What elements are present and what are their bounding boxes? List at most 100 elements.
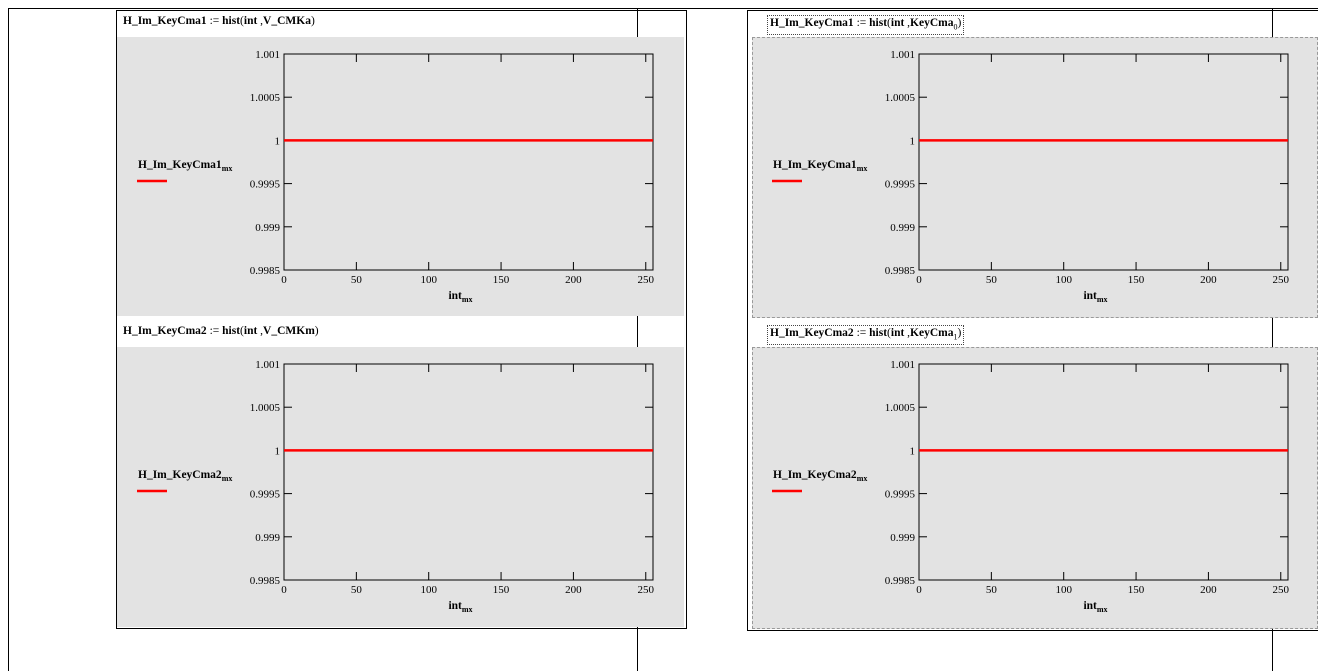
equation-open-paren: ( bbox=[240, 15, 244, 27]
x-axis-label: intmx bbox=[1083, 290, 1107, 304]
x-tick-label: 200 bbox=[565, 584, 582, 596]
x-tick-label: 150 bbox=[1128, 274, 1145, 286]
equation-close-paren: ) bbox=[957, 327, 962, 339]
equation-operator: := bbox=[206, 15, 223, 27]
plot-frame bbox=[918, 363, 1289, 581]
line-plot[interactable]: 0.9985 0.999 0.9995 1 1.0005 1.001 0 50 100 150 20… bbox=[117, 37, 684, 316]
x-tick-label: 250 bbox=[638, 274, 655, 286]
x-axis-label: intmx bbox=[448, 290, 472, 304]
equation-arg: KeyCma bbox=[910, 327, 954, 339]
x-tick-label: 150 bbox=[493, 274, 510, 286]
equation-lhs: H_Im_KeyCma2 bbox=[123, 325, 207, 337]
y-axis-label-subscript: mx bbox=[857, 474, 868, 483]
y-tick-label: 1 bbox=[275, 445, 281, 457]
equation-close-paren: ) bbox=[957, 17, 962, 29]
y-tick-label: 0.9995 bbox=[250, 489, 281, 501]
equation-operator: := bbox=[853, 17, 870, 29]
x-tick-label: 50 bbox=[986, 274, 998, 286]
y-tick-label: 1 bbox=[910, 445, 916, 457]
equation-comma: , bbox=[904, 327, 911, 339]
equation-region[interactable]: H_Im_KeyCma1 := hist(int ,V_CMKa) bbox=[123, 14, 315, 28]
x-axis-label: intmx bbox=[448, 600, 472, 614]
equation-arg: int bbox=[890, 327, 905, 339]
x-tick-label: 250 bbox=[1273, 274, 1290, 286]
x-tick-label: 150 bbox=[493, 584, 510, 596]
worksheet-region-right[interactable] bbox=[747, 10, 1318, 631]
equation-arg-subscript: 0 bbox=[953, 22, 958, 32]
x-tick-label: 50 bbox=[351, 274, 363, 286]
equation-lhs: H_Im_KeyCma2 bbox=[770, 327, 854, 339]
y-tick-label: 1.001 bbox=[255, 359, 280, 371]
y-axis-label: H_Im_KeyCma1mx bbox=[138, 159, 232, 173]
line-plot[interactable]: 0.9985 0.999 0.9995 1 1.0005 1.001 0 50 100 150 20… bbox=[752, 37, 1318, 318]
x-tick-label: 150 bbox=[1128, 584, 1145, 596]
y-axis-label-subscript: mx bbox=[222, 164, 233, 173]
plot-region-background[interactable] bbox=[752, 347, 1318, 629]
x-tick-label: 0 bbox=[281, 274, 287, 286]
equation-arg: KeyCma bbox=[910, 17, 954, 29]
equation-operator: := bbox=[206, 325, 223, 337]
x-axis-label-subscript: mx bbox=[1097, 605, 1108, 614]
x-tick-label: 50 bbox=[986, 584, 998, 596]
y-tick-label: 1 bbox=[275, 135, 281, 147]
equation-function: hist bbox=[222, 325, 241, 337]
x-axis-label-subscript: mx bbox=[462, 295, 473, 304]
equation-region[interactable]: H_Im_KeyCma1 := hist(int ,KeyCma0) bbox=[767, 15, 965, 36]
y-tick-label: 1.001 bbox=[255, 49, 280, 61]
x-tick-label: 200 bbox=[1200, 274, 1217, 286]
y-axis-label-subscript: mx bbox=[222, 474, 233, 483]
equation-arg: V_CMKa bbox=[263, 15, 311, 27]
x-axis-label-subscript: mx bbox=[1097, 295, 1108, 304]
x-tick-label: 200 bbox=[565, 274, 582, 286]
equation-open-paren: ( bbox=[887, 17, 891, 29]
y-tick-label: 0.9985 bbox=[885, 265, 916, 277]
equation-arg: int bbox=[890, 17, 905, 29]
y-tick-label: 0.9995 bbox=[885, 179, 916, 191]
x-tick-label: 0 bbox=[916, 274, 922, 286]
line-plot[interactable]: 0.9985 0.999 0.9995 1 1.0005 1.001 0 50 100 150 20… bbox=[752, 347, 1318, 629]
y-axis-label-subscript: mx bbox=[857, 164, 868, 173]
y-tick-label: 1.0005 bbox=[885, 92, 916, 104]
equation-arg: int bbox=[243, 325, 258, 337]
equation-function: hist bbox=[222, 15, 241, 27]
y-tick-label: 1.0005 bbox=[885, 402, 916, 414]
page-top-border bbox=[8, 8, 1318, 9]
equation-arg: V_CMKm bbox=[263, 325, 315, 337]
y-tick-label: 0.999 bbox=[890, 532, 915, 544]
page-break-line-1 bbox=[637, 8, 638, 671]
x-tick-label: 100 bbox=[420, 584, 437, 596]
y-tick-label: 0.9995 bbox=[885, 489, 916, 501]
x-tick-label: 0 bbox=[281, 584, 287, 596]
plot-frame bbox=[283, 53, 654, 271]
x-tick-label: 50 bbox=[351, 584, 363, 596]
y-tick-label: 0.9995 bbox=[250, 179, 281, 191]
y-axis-label: H_Im_KeyCma1mx bbox=[773, 159, 867, 173]
x-tick-label: 250 bbox=[638, 584, 655, 596]
equation-operator: := bbox=[853, 327, 870, 339]
y-tick-label: 1.0005 bbox=[250, 92, 281, 104]
equation-comma: , bbox=[257, 15, 264, 27]
equation-lhs: H_Im_KeyCma1 bbox=[770, 17, 854, 29]
worksheet-region-left[interactable] bbox=[116, 10, 687, 629]
y-tick-label: 1.001 bbox=[890, 49, 915, 61]
y-tick-label: 0.999 bbox=[890, 222, 915, 234]
equation-open-paren: ( bbox=[887, 327, 891, 339]
equation-region[interactable]: H_Im_KeyCma2 := hist(int ,KeyCma1) bbox=[767, 325, 965, 346]
line-plot[interactable]: 0.9985 0.999 0.9995 1 1.0005 1.001 0 50 100 150 20… bbox=[117, 347, 684, 627]
y-axis-label: H_Im_KeyCma2mx bbox=[138, 469, 232, 483]
x-tick-label: 100 bbox=[1055, 584, 1072, 596]
y-tick-label: 0.9985 bbox=[885, 575, 916, 587]
equation-comma: , bbox=[904, 17, 911, 29]
equation-close-paren: ) bbox=[310, 15, 315, 27]
equation-lhs: H_Im_KeyCma1 bbox=[123, 15, 207, 27]
page-left-border bbox=[8, 8, 9, 671]
equation-function: hist bbox=[869, 327, 888, 339]
equation-region[interactable]: H_Im_KeyCma2 := hist(int ,V_CMKm) bbox=[123, 324, 319, 338]
x-tick-label: 0 bbox=[916, 584, 922, 596]
y-axis-label: H_Im_KeyCma2mx bbox=[773, 469, 867, 483]
plot-region-background[interactable] bbox=[752, 37, 1318, 318]
y-tick-label: 0.999 bbox=[255, 532, 280, 544]
x-axis-label: intmx bbox=[1083, 600, 1107, 614]
equation-open-paren: ( bbox=[240, 325, 244, 337]
y-tick-label: 0.9985 bbox=[250, 265, 281, 277]
